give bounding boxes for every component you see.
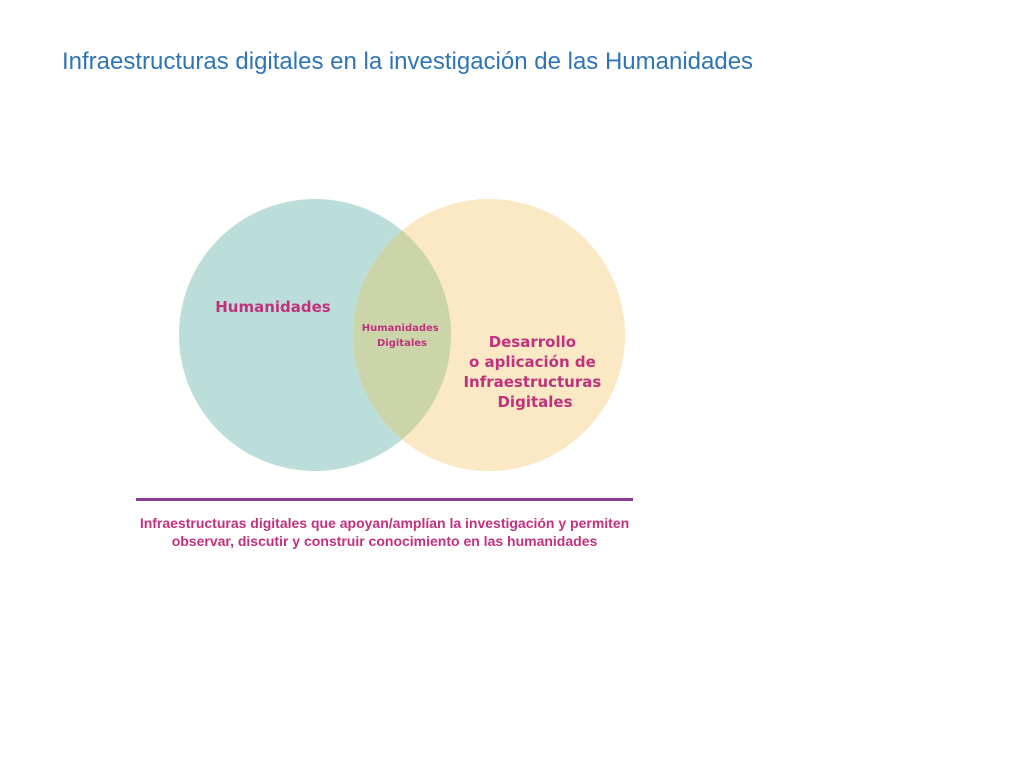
intersection-label-line-1: Humanidades bbox=[362, 323, 439, 334]
infraestructuras-label: Desarrollo o aplicación de Infraestructu… bbox=[463, 333, 606, 411]
divider-line bbox=[136, 498, 633, 501]
infraestructuras-label-line-3: Infraestructuras bbox=[463, 373, 601, 391]
diagram-caption: Infraestructuras digitales que apoyan/am… bbox=[139, 515, 630, 549]
infraestructuras-label-line-4: Digitales bbox=[497, 393, 572, 411]
infraestructuras-label-line-1: Desarrollo bbox=[489, 333, 576, 351]
intersection-label: Humanidades Digitales bbox=[362, 323, 443, 349]
humanidades-label: Humanidades bbox=[215, 298, 331, 316]
slide-title: Infraestructuras digitales en la investi… bbox=[62, 48, 754, 75]
infraestructuras-label-line-2: o aplicación de bbox=[469, 353, 596, 371]
intersection-label-line-2: Digitales bbox=[377, 338, 427, 349]
intersection-region bbox=[353, 199, 451, 471]
